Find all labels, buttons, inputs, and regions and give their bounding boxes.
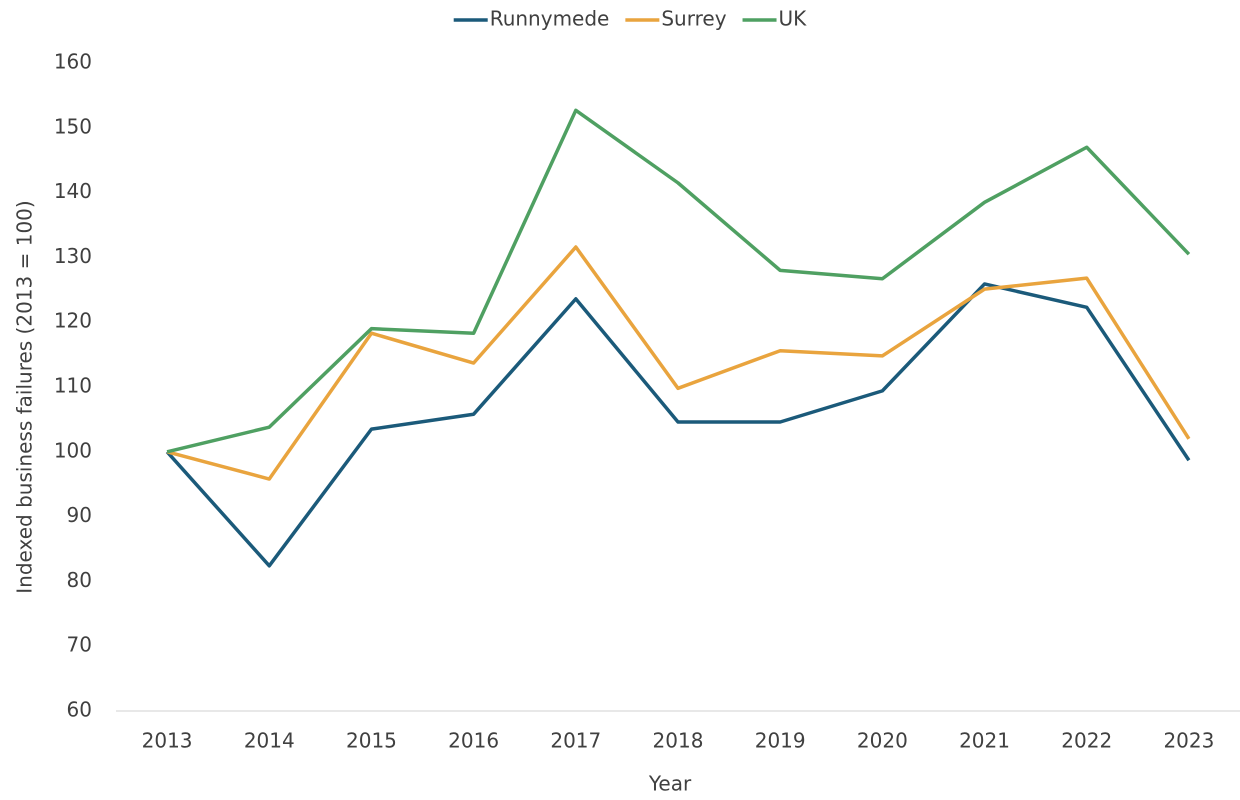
y-tick-label: 160 <box>54 50 92 74</box>
legend-item: Runnymede <box>453 7 610 31</box>
y-tick-label: 90 <box>67 503 92 527</box>
legend-label: Runnymede <box>490 7 610 31</box>
y-tick-label: 60 <box>67 698 92 722</box>
y-tick-label: 80 <box>67 568 92 592</box>
y-tick-label: 140 <box>54 179 92 203</box>
legend-item: UK <box>742 7 808 31</box>
y-axis-label: Indexed business failures (2013 = 100) <box>13 200 37 593</box>
x-axis-label: Year <box>648 772 692 796</box>
legend-item: Surrey <box>625 7 727 31</box>
y-tick-label: 120 <box>54 309 92 333</box>
y-tick-label: 130 <box>54 244 92 268</box>
y-tick-label: 70 <box>67 633 92 657</box>
legend: Runnymede Surrey UK <box>453 7 808 31</box>
x-tick-label: 2021 <box>959 729 1010 753</box>
y-tick-label: 100 <box>54 438 92 462</box>
x-tick-label: 2019 <box>755 729 806 753</box>
y-tick-label: 110 <box>54 374 92 398</box>
x-tick-label: 2016 <box>448 729 499 753</box>
x-tick-label: 2018 <box>653 729 704 753</box>
legend-label: Surrey <box>661 7 726 31</box>
series-line <box>166 108 1191 454</box>
x-tick-label: 2014 <box>244 729 295 753</box>
x-tick-label: 2013 <box>142 729 193 753</box>
x-tick-label: 2020 <box>857 729 908 753</box>
series-line <box>165 282 1191 568</box>
y-tick-label: 150 <box>54 114 92 138</box>
x-tick-label: 2017 <box>550 729 601 753</box>
x-tick-label: 2023 <box>1163 729 1214 753</box>
series-line <box>166 245 1191 481</box>
x-tick-label: 2022 <box>1061 729 1112 753</box>
x-tick-label: 2015 <box>346 729 397 753</box>
legend-label: UK <box>779 7 808 31</box>
